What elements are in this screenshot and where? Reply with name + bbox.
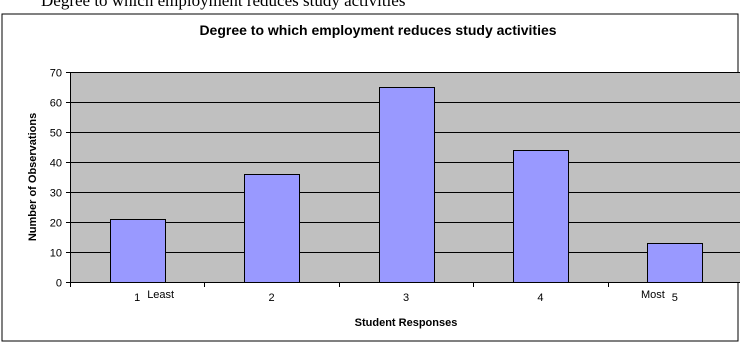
x-axis-label: Student Responses <box>355 317 458 329</box>
y-tick-label: 40 <box>50 158 62 170</box>
x-tick-label: 2 <box>269 292 275 304</box>
figure-caption-text: Degree to which employment reduces study… <box>41 0 406 10</box>
figure-caption: Degree to which employment reduces study… <box>0 0 740 11</box>
bar <box>244 174 300 283</box>
y-tick-label: 70 <box>50 68 62 80</box>
y-tick-label: 20 <box>50 218 62 230</box>
x-tick-label: 3 <box>403 292 409 304</box>
y-tick-label: 50 <box>50 128 62 140</box>
y-tick-label: 60 <box>50 98 62 110</box>
x-tick-annotation: Most <box>641 289 665 301</box>
x-tick-label: 5 <box>672 292 678 304</box>
bar <box>110 219 166 283</box>
y-tick-label: 10 <box>50 248 62 260</box>
x-tick-label: 1 <box>134 292 140 304</box>
y-tick-label: 0 <box>56 278 62 290</box>
y-tick-label: 30 <box>50 188 62 200</box>
y-axis-label: Number of Observations <box>27 113 39 241</box>
bar <box>513 150 569 283</box>
y-tick-labels: 0 10 20 30 40 50 60 70 <box>50 68 62 290</box>
x-tick-labels: 1 2 3 4 5 Least Most <box>134 289 678 304</box>
bars <box>110 87 703 283</box>
x-tick-label: 4 <box>537 292 543 304</box>
bar <box>379 87 435 283</box>
chart-title: Degree to which employment reduces study… <box>199 22 556 38</box>
axes <box>66 72 740 287</box>
x-tick-annotation: Least <box>147 289 174 301</box>
bar <box>647 243 703 283</box>
